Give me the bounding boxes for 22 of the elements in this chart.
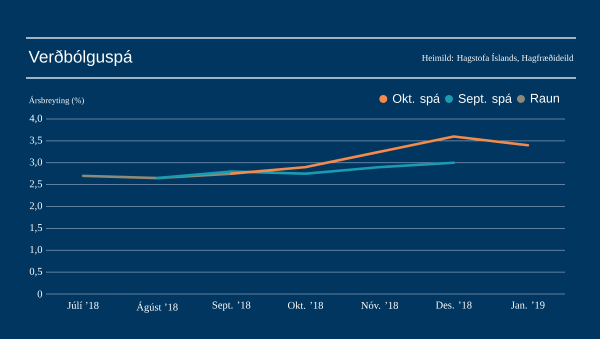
y-tick-label: 0 xyxy=(38,290,42,298)
y-tick-label: 3,5 xyxy=(30,136,42,146)
y-tick-label: 4,0 xyxy=(30,114,42,124)
y-tick-label: 3,0 xyxy=(30,158,42,168)
x-tick-label: Sept. ’18 xyxy=(212,302,250,311)
legend-label: Okt. spá xyxy=(392,94,440,106)
x-tick-label: Nóv. ’18 xyxy=(361,302,398,309)
legend-label: Raun xyxy=(530,94,559,103)
x-tick-label: Júlí ’18 xyxy=(67,302,99,309)
y-tick-label: 2,5 xyxy=(30,180,42,189)
y-axis-title: Ársbreyting (%) xyxy=(28,96,84,105)
x-tick-label: Des. ’18 xyxy=(436,302,472,309)
x-tick-label: Jan. ’19 xyxy=(511,302,545,309)
x-tick-label: Okt. ’18 xyxy=(288,302,324,309)
chart-title: Verðbólguspá xyxy=(28,50,132,66)
x-tick-label: Ágúst ’18 xyxy=(136,302,178,313)
legend-label: Sept. spá xyxy=(458,94,512,106)
y-tick-label: 0,5 xyxy=(30,268,42,276)
y-tick-label: 1,5 xyxy=(30,224,42,233)
y-tick-label: 1,0 xyxy=(30,246,42,255)
y-tick-label: 2,0 xyxy=(30,202,42,211)
text: Heimild: Hagstofa Íslands, Hagfræðideild xyxy=(422,53,574,63)
